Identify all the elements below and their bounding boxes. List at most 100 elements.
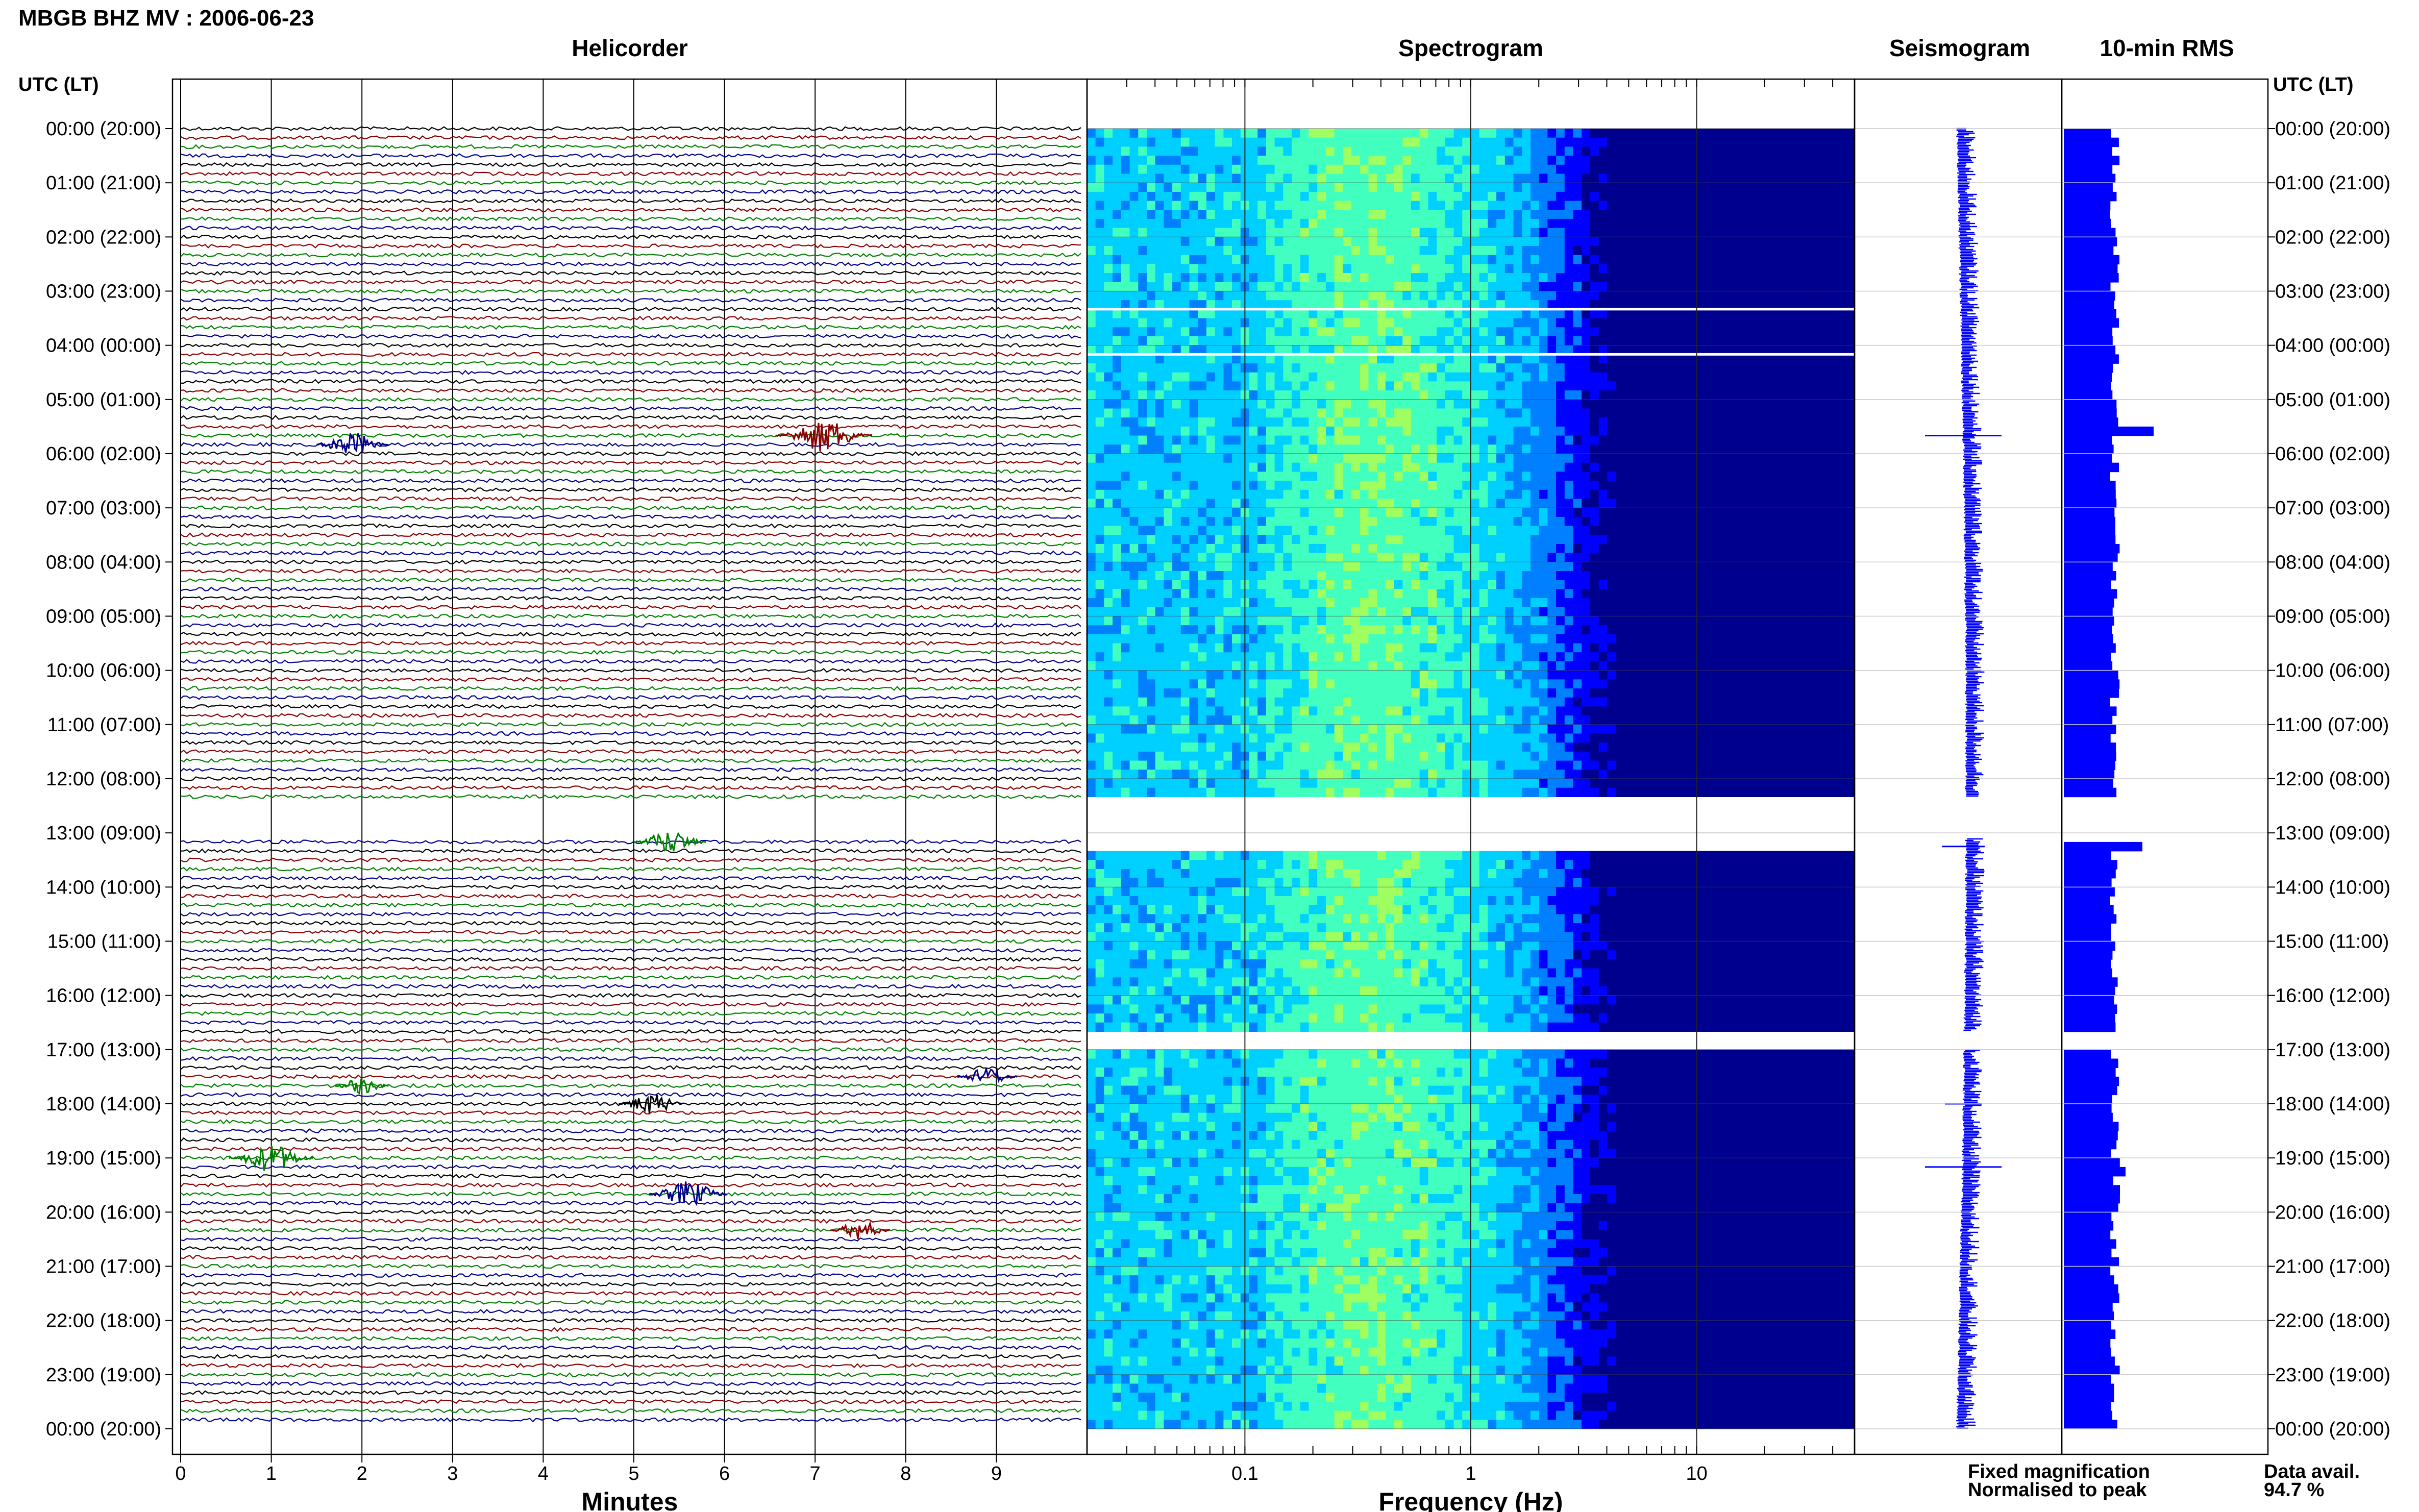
spectrogram-cell — [1556, 201, 1565, 210]
spectrogram-cell — [1573, 399, 1583, 409]
spectrogram-cell — [1718, 282, 1727, 292]
spectrogram-cell — [1539, 426, 1548, 436]
spectrogram-cell — [1846, 417, 1855, 427]
spectrogram-cell — [1547, 156, 1557, 165]
spectrogram-cell — [1778, 543, 1787, 554]
spectrogram-cell — [1232, 417, 1241, 427]
spectrogram-cell — [1675, 499, 1685, 508]
spectrogram-cell — [1462, 408, 1471, 418]
spectrogram-cell — [1232, 571, 1241, 581]
spectrogram-cell — [1129, 489, 1139, 500]
spectrogram-cell — [1428, 462, 1438, 472]
spectrogram-cell — [1837, 164, 1847, 175]
spectrogram-cell — [1582, 363, 1591, 373]
spectrogram-cell — [1743, 589, 1753, 599]
spectrogram-cell — [1812, 516, 1821, 527]
spectrogram-cell — [1300, 408, 1310, 418]
spectrogram-cell — [1582, 129, 1591, 138]
spectrogram-cell — [1411, 553, 1420, 562]
spectrogram-cell — [1283, 201, 1293, 210]
spectrogram-cell — [1309, 164, 1318, 175]
spectrogram-cell — [1709, 444, 1719, 454]
spectrogram-cell — [1496, 137, 1505, 147]
spectrogram-cell — [1803, 137, 1813, 147]
spectrogram-cell — [1667, 164, 1676, 175]
spectrogram-cell — [1155, 363, 1165, 373]
spectrogram-cell — [1292, 237, 1301, 246]
spectrogram-cell — [1582, 336, 1591, 346]
spectrogram-cell — [1368, 399, 1378, 409]
spectrogram-cell — [1607, 309, 1617, 319]
spectrogram-cell — [1428, 390, 1438, 400]
spectrogram-cell — [1786, 417, 1795, 427]
spectrogram-cell — [1531, 336, 1540, 346]
spectrogram-cell — [1232, 499, 1241, 508]
spectrogram-cell — [1488, 327, 1497, 337]
spectrogram-cell — [1445, 137, 1454, 147]
spectrogram-cell — [1735, 499, 1744, 508]
spectrogram-cell — [1317, 156, 1326, 165]
spectrogram-cell — [1471, 499, 1480, 508]
spectrogram-cell — [1513, 173, 1523, 183]
spectrogram-cell — [1471, 354, 1480, 364]
spectrogram-cell — [1377, 390, 1386, 400]
spectrogram-cell — [1786, 336, 1795, 346]
spectrogram-cell — [1155, 381, 1165, 391]
spectrogram-cell — [1837, 408, 1847, 418]
spectrogram-cell — [1624, 508, 1634, 517]
spectrogram-cell — [1573, 462, 1583, 472]
spectrogram-cell — [1377, 201, 1386, 210]
spectrogram-cell — [1573, 309, 1583, 319]
spectrogram-cell — [1402, 201, 1412, 210]
spectrogram-cell — [1641, 454, 1650, 463]
spectrogram-cell — [1121, 300, 1130, 310]
spectrogram-cell — [1445, 508, 1454, 517]
spectrogram-cell — [1539, 246, 1548, 256]
spectrogram-cell — [1743, 553, 1753, 562]
spectrogram-cell — [1624, 129, 1634, 138]
spectrogram-cell — [1274, 607, 1284, 617]
spectrogram-cell — [1274, 363, 1284, 373]
spectrogram-cell — [1419, 426, 1429, 436]
spectrogram-cell — [1513, 408, 1523, 418]
spectrogram-cell — [1189, 363, 1199, 373]
spectrogram-cell — [1325, 499, 1335, 508]
spectrogram-cell — [1547, 417, 1557, 427]
spectrogram-cell — [1795, 472, 1804, 481]
spectrogram-cell — [1445, 607, 1454, 617]
spectrogram-cell — [1803, 354, 1813, 364]
spectrogram-cell — [1411, 381, 1420, 391]
spectrogram-cell — [1564, 363, 1574, 373]
spectrogram-cell — [1164, 399, 1173, 409]
spectrogram-cell — [1462, 336, 1471, 346]
spectrogram-cell — [1829, 508, 1838, 517]
spectrogram-cell — [1488, 291, 1497, 301]
spectrogram-cell — [1317, 390, 1326, 400]
spectrogram-cell — [1428, 571, 1438, 581]
spectrogram-cell — [1812, 345, 1821, 355]
spectrogram-cell — [1761, 246, 1770, 256]
spectrogram-cell — [1292, 571, 1301, 581]
spectrogram-cell — [1743, 489, 1753, 500]
spectrogram-cell — [1453, 589, 1463, 599]
spectrogram-cell — [1121, 363, 1130, 373]
spectrogram-cell — [1368, 183, 1378, 192]
spectrogram-cell — [1684, 598, 1693, 608]
spectrogram-cell — [1471, 264, 1480, 274]
spectrogram-cell — [1266, 291, 1275, 301]
spectrogram-cell — [1343, 543, 1352, 554]
spectrogram-cell — [1121, 218, 1130, 229]
spectrogram-cell — [1155, 228, 1165, 237]
spectrogram-cell — [1206, 472, 1216, 481]
spectrogram-cell — [1504, 246, 1514, 256]
spectrogram-cell — [1377, 129, 1386, 138]
spectrogram-cell — [1351, 345, 1361, 355]
spectrogram-cell — [1556, 426, 1565, 436]
spectrogram-cell — [1649, 381, 1659, 391]
spectrogram-cell — [1402, 164, 1412, 175]
spectrogram-cell — [1113, 417, 1122, 427]
spectrogram-cell — [1325, 218, 1335, 229]
spectrogram-cell — [1471, 589, 1480, 599]
spectrogram-cell — [1582, 264, 1591, 274]
spectrogram-cell — [1428, 580, 1438, 589]
